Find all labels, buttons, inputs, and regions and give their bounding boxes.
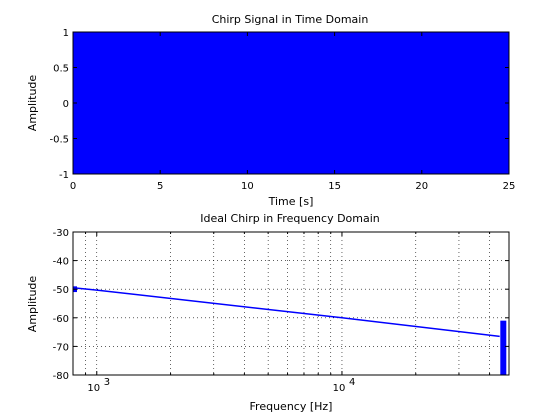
frequency-domain-chart: Ideal Chirp in Frequency Domain 103104-8… bbox=[26, 212, 510, 413]
time-signal-fill bbox=[73, 32, 509, 174]
time-y-axis-label: Amplitude bbox=[26, 75, 39, 132]
freq-series-line bbox=[72, 287, 500, 338]
time-domain-chart: Chirp Signal in Time Domain 0 5 10 15 20 25-1… bbox=[26, 13, 515, 208]
freq-spike bbox=[500, 320, 507, 375]
freq-x-tick-label-exponent: 4 bbox=[349, 377, 355, 388]
freq-y-tick-label: -80 bbox=[53, 371, 69, 382]
time-x-tick-label: 0 bbox=[70, 181, 76, 192]
freq-axes-box bbox=[72, 231, 510, 376]
freq-chart-title: Ideal Chirp in Frequency Domain bbox=[200, 212, 380, 225]
time-axes-box bbox=[72, 31, 510, 175]
freq-y-tick-label: -60 bbox=[53, 314, 69, 325]
freq-y-tick-label: -30 bbox=[53, 228, 69, 239]
time-y-tick-label: 1 bbox=[63, 28, 69, 39]
freq-y-axis-label: Amplitude bbox=[26, 276, 39, 333]
freq-x-tick-label-exponent: 3 bbox=[104, 377, 110, 388]
time-y-tick-label: -1 bbox=[59, 170, 69, 181]
freq-grid bbox=[73, 232, 509, 375]
time-y-tick-label: -0.5 bbox=[49, 135, 69, 146]
time-y-tick-label: 0 bbox=[63, 99, 69, 110]
time-x-tick-label: 25 bbox=[503, 181, 516, 192]
freq-x-axis-label: Frequency [Hz] bbox=[250, 400, 333, 413]
freq-plot-area bbox=[73, 232, 509, 375]
time-y-tick-label: 0.5 bbox=[53, 64, 69, 75]
time-chart-title: Chirp Signal in Time Domain bbox=[212, 13, 369, 26]
freq-x-tick-label: 10 bbox=[87, 383, 100, 394]
freq-y-tick-label: -70 bbox=[53, 342, 69, 353]
freq-x-tick-label: 10 bbox=[333, 383, 346, 394]
freq-y-tick-label: -50 bbox=[53, 285, 69, 296]
time-x-axis-label: Time [s] bbox=[268, 195, 314, 208]
freq-y-tick-label: -40 bbox=[53, 257, 69, 268]
time-x-tick-label: 10 bbox=[241, 181, 254, 192]
time-x-tick-label: 15 bbox=[328, 181, 341, 192]
time-x-tick-label: 20 bbox=[415, 181, 428, 192]
time-x-tick-label: 5 bbox=[157, 181, 163, 192]
